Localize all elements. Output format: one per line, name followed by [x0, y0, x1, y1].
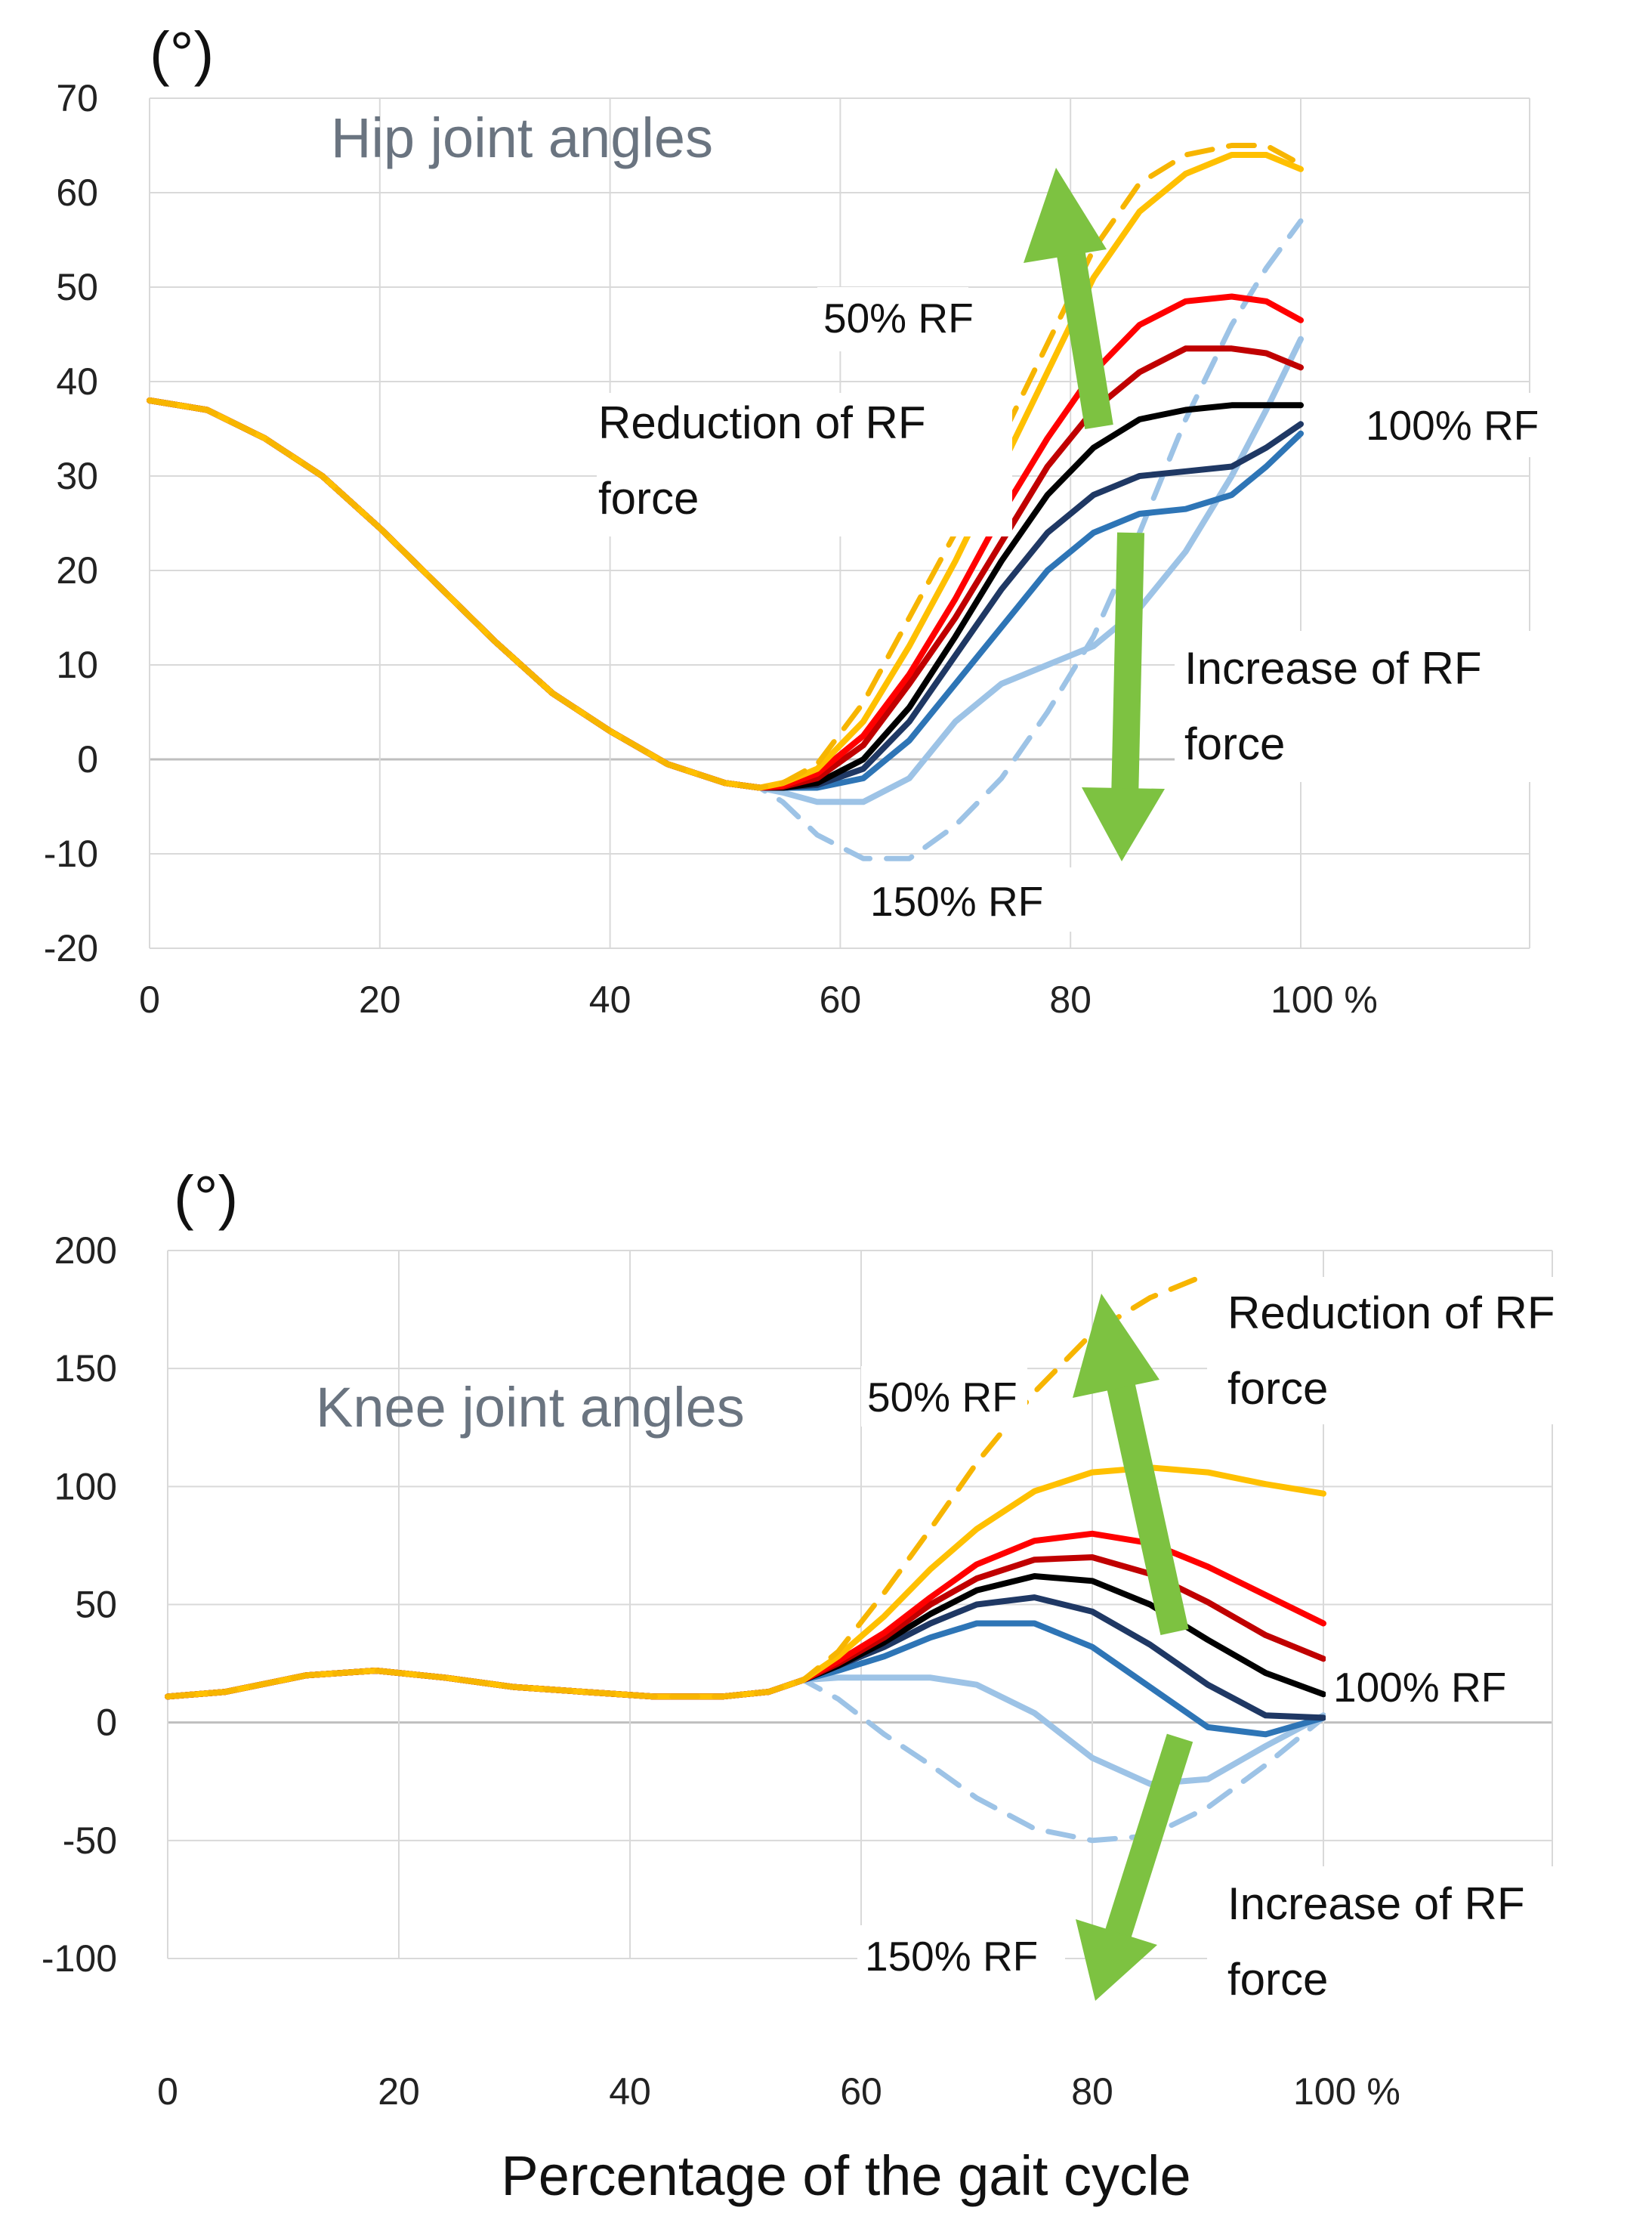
knee-annotation-50rf: 50% RF [867, 1374, 1017, 1421]
hip-x-tick-label: 100 % [1271, 978, 1378, 1021]
hip-annotation-reduction-line2: force [598, 473, 699, 524]
hip-x-tick-label: 0 [139, 978, 160, 1021]
hip-150rf-label-bg [861, 867, 1073, 932]
hip-annotation-100rf: 100% RF [1366, 402, 1539, 449]
hip-x-tick-labels: 0 20 40 60 80 100 % [139, 978, 1378, 1021]
knee-y-tick-label: -50 [63, 1819, 117, 1862]
hip-arrow-down [1082, 532, 1165, 861]
knee-y-tick-label: 100 [54, 1465, 117, 1507]
knee-x-tick-label: 60 [840, 2070, 882, 2113]
hip-y-tick-label: 20 [56, 549, 98, 592]
knee-x-tick-label: 80 [1071, 2070, 1113, 2113]
knee-arrow-up [1073, 1294, 1189, 1636]
knee-annotation-increase-line1: Increase of RF [1227, 1878, 1525, 1929]
knee-y-tick-label: -100 [42, 1937, 117, 1980]
hip-increase-label-bg [1175, 631, 1556, 782]
hip-y-tick-label: -20 [44, 927, 98, 969]
hip-annotation-50rf: 50% RF [823, 295, 974, 342]
knee-chart-title: Knee joint angles [316, 1376, 745, 1439]
hip-chart-title: Hip joint angles [331, 107, 713, 169]
knee-annotation-reduction-line2: force [1227, 1363, 1328, 1414]
hip-series-lines [147, 143, 1304, 861]
knee-y-tick-label: 150 [54, 1347, 117, 1390]
hip-arrow-up [1024, 168, 1113, 430]
knee-series-line-50pct-rf [165, 1271, 1211, 1699]
knee-y-tick-label: 50 [75, 1584, 117, 1626]
hip-annotation-increase-line2: force [1184, 719, 1285, 769]
knee-150rf-label-bg [857, 1925, 1065, 1989]
hip-y-tick-label: 40 [56, 360, 98, 403]
knee-y-tick-label: 200 [54, 1229, 117, 1272]
x-axis-title: Percentage of the gait cycle [501, 2144, 1190, 2207]
knee-chart: (°) 200 150 100 50 0 -50 -100 0 20 40 60 80 100 % K… [42, 1164, 1630, 2113]
hip-y-tick-label: 30 [56, 455, 98, 497]
hip-annotation-reduction-line1: Reduction of RF [598, 397, 926, 448]
knee-x-tick-label: 20 [378, 2070, 420, 2113]
knee-x-tick-labels: 0 20 40 60 80 100 % [157, 2070, 1400, 2113]
knee-annotation-reduction-line1: Reduction of RF [1227, 1288, 1555, 1338]
hip-chart: (°) 70 60 50 40 30 20 10 0 -10 -20 0 20 40 60 80 100 %… [44, 20, 1571, 1021]
knee-y-tick-labels: 200 150 100 50 0 -50 -100 [42, 1229, 117, 1980]
hip-y-tick-label: 10 [56, 644, 98, 686]
hip-x-tick-label: 40 [589, 978, 631, 1021]
hip-y-tick-labels: 70 60 50 40 30 20 10 0 -10 -20 [44, 77, 98, 969]
knee-100rf-label-bg [1326, 1656, 1537, 1720]
hip-y-tick-label: 60 [56, 172, 98, 214]
hip-y-tick-label: 50 [56, 266, 98, 308]
hip-unit-label: (°) [150, 20, 214, 87]
hip-annotation-150rf: 150% RF [870, 878, 1043, 925]
hip-50rf-label-bg [817, 287, 968, 351]
hip-x-tick-label: 80 [1049, 978, 1092, 1021]
hip-x-tick-label: 60 [820, 978, 862, 1021]
hip-y-tick-label: 0 [77, 738, 98, 781]
hip-annotation-increase-line1: Increase of RF [1184, 643, 1482, 694]
hip-series-line-50pct-rf [147, 143, 1304, 790]
hip-100rf-label-bg [1360, 393, 1571, 457]
knee-arrow-down [1076, 1733, 1193, 2001]
hip-x-tick-label: 20 [359, 978, 401, 1021]
knee-y-tick-label: 0 [96, 1702, 117, 1744]
hip-y-tick-label: 70 [56, 77, 98, 119]
knee-unit-label: (°) [174, 1164, 238, 1231]
knee-annotation-150rf: 150% RF [865, 1933, 1038, 1980]
knee-increase-label-bg [1207, 1866, 1604, 2017]
knee-x-tick-label: 100 % [1293, 2070, 1400, 2113]
knee-annotation-100rf: 100% RF [1333, 1664, 1506, 1711]
hip-y-tick-label: -10 [44, 833, 98, 875]
knee-reduction-label-bg [1207, 1277, 1630, 1424]
knee-x-tick-label: 40 [609, 2070, 651, 2113]
knee-x-tick-label: 0 [157, 2070, 178, 2113]
knee-50rf-label-bg [861, 1366, 1027, 1427]
knee-annotation-increase-line2: force [1227, 1954, 1328, 2005]
hip-reduction-label-bg [597, 393, 1012, 536]
